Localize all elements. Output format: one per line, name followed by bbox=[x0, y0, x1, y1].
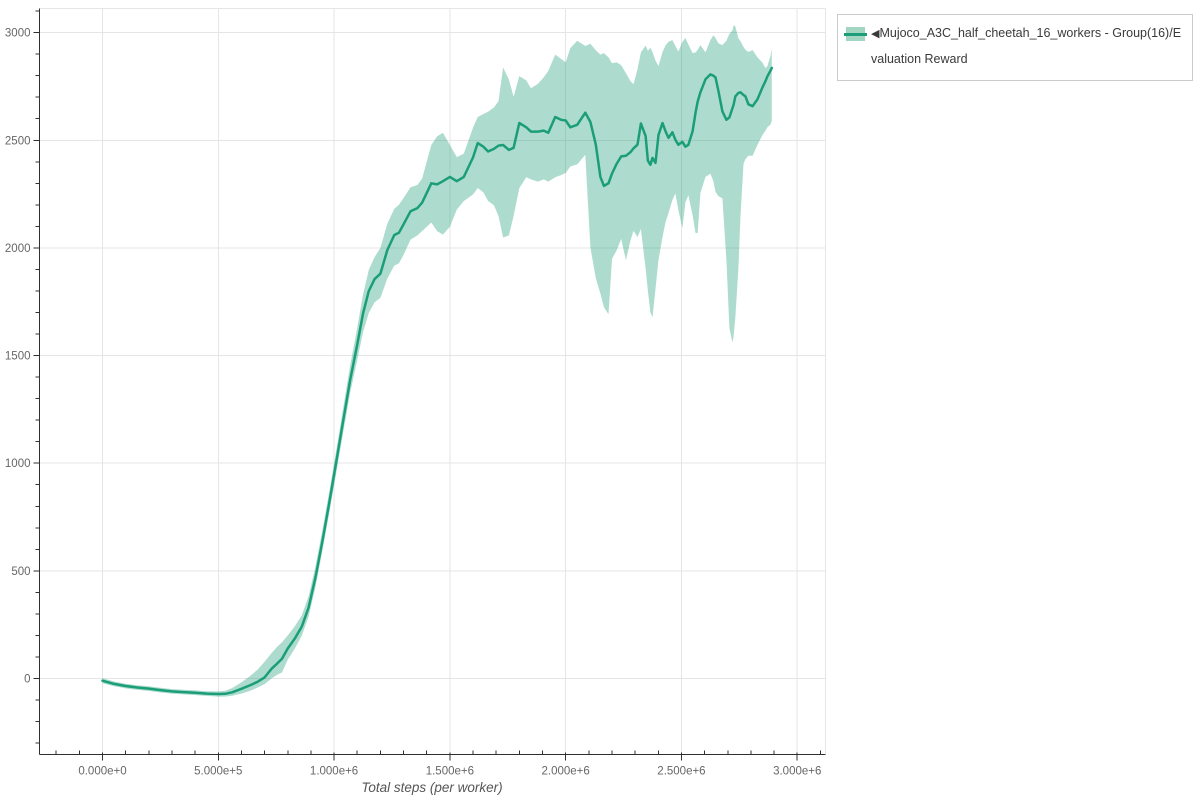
legend-collapse-icon[interactable]: ◀ bbox=[871, 28, 880, 40]
legend-label: Mujoco_A3C_half_cheetah_16_workers - Gro… bbox=[871, 26, 1182, 66]
y-tick-label: 1500 bbox=[5, 351, 31, 363]
x-tick-label: 0.000e+0 bbox=[78, 766, 126, 778]
reward-line bbox=[101, 66, 774, 696]
y-tick-label: 1000 bbox=[5, 458, 31, 470]
legend-swatch-icon bbox=[844, 27, 867, 41]
y-tick-label: 2500 bbox=[5, 135, 31, 147]
y-tick-label: 0 bbox=[24, 674, 30, 686]
y-tick-label: 2000 bbox=[5, 243, 31, 255]
legend-label-text: ◀Mujoco_A3C_half_cheetah_16_workers - Gr… bbox=[871, 21, 1186, 72]
x-axis-title: Total steps (per worker) bbox=[361, 780, 503, 795]
legend-item[interactable]: ◀Mujoco_A3C_half_cheetah_16_workers - Gr… bbox=[844, 21, 1186, 72]
confidence-band bbox=[102, 25, 772, 697]
x-tick-label: 3.000e+6 bbox=[773, 766, 821, 778]
x-tick-label: 1.500e+6 bbox=[426, 766, 474, 778]
x-tick-label: 2.000e+6 bbox=[542, 766, 590, 778]
x-tick-label: 5.000e+5 bbox=[194, 766, 242, 778]
legend-swatch-line bbox=[844, 33, 867, 36]
legend: ◀Mujoco_A3C_half_cheetah_16_workers - Gr… bbox=[837, 14, 1193, 81]
x-tick-label: 1.000e+6 bbox=[310, 766, 358, 778]
x-tick-label: 2.500e+6 bbox=[657, 766, 705, 778]
y-tick-label: 3000 bbox=[5, 28, 31, 40]
y-tick-label: 500 bbox=[11, 566, 30, 578]
